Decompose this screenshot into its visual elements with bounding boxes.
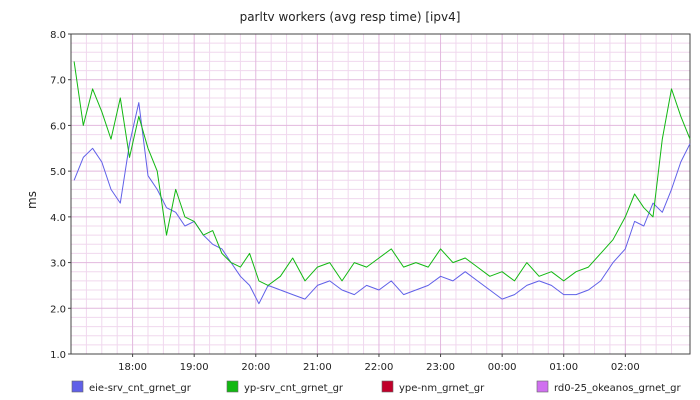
legend-swatch [71, 380, 84, 393]
x-tick-label: 00:00 [488, 362, 517, 373]
y-tick-label: 5.0 [50, 167, 66, 178]
plot-frame [70, 33, 691, 355]
y-tick-label: 7.0 [50, 76, 66, 87]
x-tick-label: 18:00 [118, 362, 147, 373]
legend-label: rd0-25_okeanos_grnet_gr [554, 383, 682, 394]
y-axis-label: ms [25, 191, 39, 209]
y-tick-label: 6.0 [50, 121, 66, 132]
x-tick-label: 23:00 [426, 362, 455, 373]
legend: eie-srv_cnt_grnet_gr yp-srv_cnt_grnet_gr y… [71, 380, 682, 394]
legend-swatch [226, 380, 239, 393]
chart-title: parltv workers (avg resp time) [ipv4] [240, 10, 461, 24]
legend-swatch [381, 380, 394, 393]
x-tick-label: 22:00 [365, 362, 394, 373]
legend-label: eie-srv_cnt_grnet_gr [89, 383, 192, 394]
x-tick-label: 20:00 [241, 362, 270, 373]
series-lines [73, 61, 691, 305]
series-line-yp-srv_cnt_grnet_gr [73, 61, 691, 286]
legend-label: ype-nm_grnet_gr [399, 383, 485, 394]
grid [71, 34, 690, 354]
axis-ticks: 1.0 2.0 3.0 4.0 5.0 6.0 7.0 8.0 18:00 19:00 20:00 2… [50, 30, 640, 373]
legend-label: yp-srv_cnt_grnet_gr [244, 383, 344, 394]
x-tick-label: 21:00 [303, 362, 332, 373]
y-tick-label: 4.0 [50, 213, 66, 224]
x-tick-label: 02:00 [611, 362, 640, 373]
legend-swatch [536, 380, 549, 393]
x-tick-label: 19:00 [180, 362, 209, 373]
x-tick-label: 01:00 [549, 362, 578, 373]
y-tick-label: 2.0 [50, 304, 66, 315]
y-tick-label: 8.0 [50, 30, 66, 41]
series-line-eie-srv_cnt_grnet_gr [73, 102, 691, 305]
y-tick-label: 1.0 [50, 350, 66, 361]
y-tick-label: 3.0 [50, 259, 66, 270]
